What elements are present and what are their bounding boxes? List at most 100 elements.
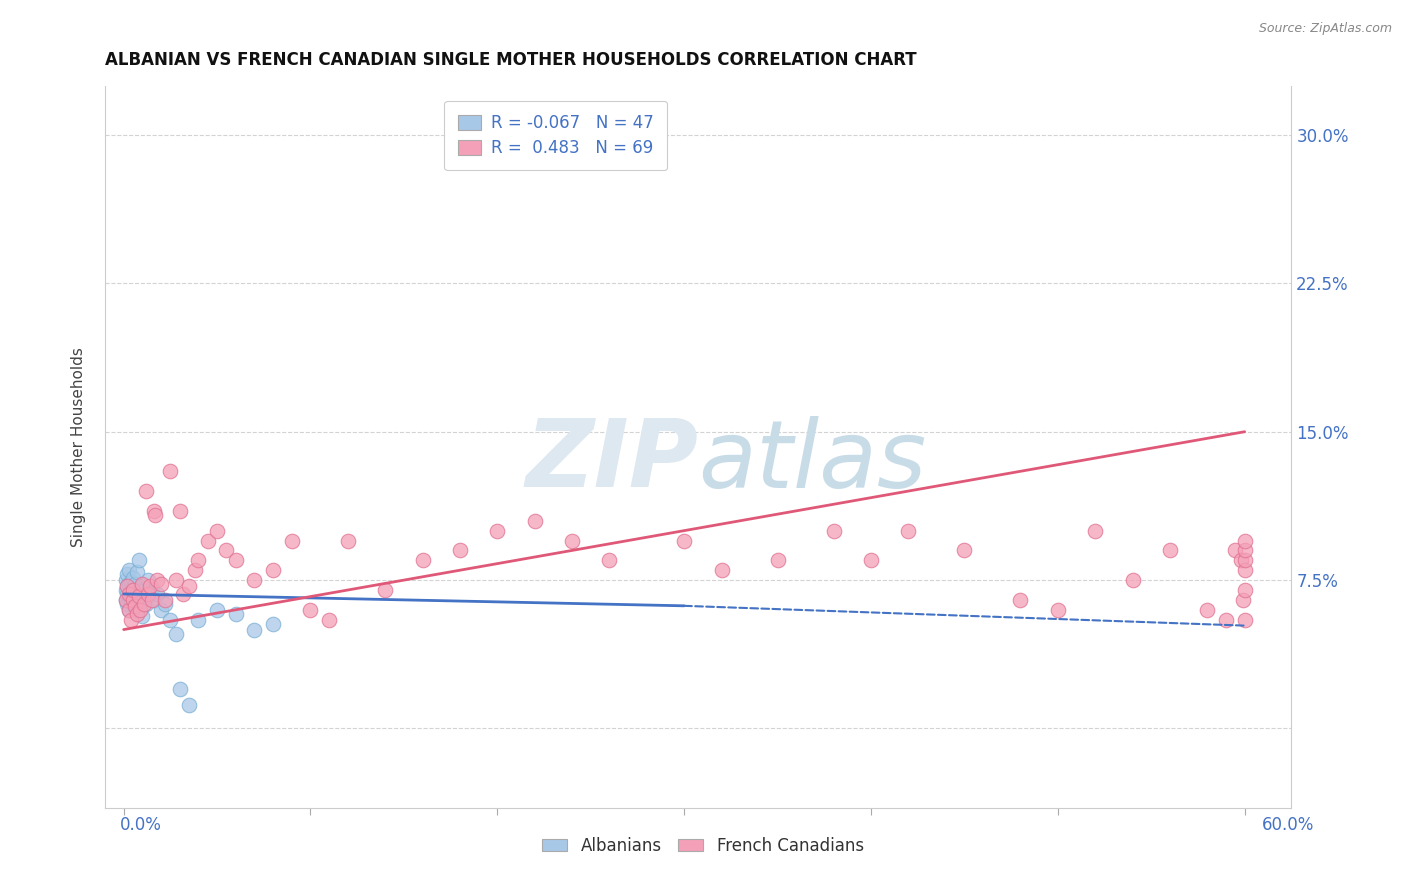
Point — [1046, 603, 1069, 617]
Point — [141, 581, 163, 595]
Point — [114, 593, 136, 607]
Point — [172, 587, 194, 601]
Point — [1197, 603, 1219, 617]
Point — [183, 563, 205, 577]
Point — [146, 587, 169, 601]
Point — [136, 587, 159, 601]
Point — [120, 613, 142, 627]
Point — [859, 553, 882, 567]
Point — [114, 582, 136, 597]
Text: atlas: atlas — [699, 416, 927, 507]
Point — [177, 698, 200, 712]
Point — [243, 573, 266, 587]
Point — [673, 533, 696, 548]
Point — [136, 573, 159, 587]
Point — [1233, 613, 1256, 627]
Point — [243, 623, 266, 637]
Point — [598, 553, 620, 567]
Point — [150, 577, 173, 591]
Point — [122, 581, 145, 595]
Point — [129, 597, 152, 611]
Point — [128, 553, 150, 567]
Point — [124, 587, 146, 601]
Text: 60.0%: 60.0% — [1263, 816, 1315, 834]
Point — [139, 587, 162, 601]
Point — [122, 589, 145, 603]
Point — [1233, 582, 1256, 597]
Y-axis label: Single Mother Households: Single Mother Households — [72, 347, 86, 547]
Point — [1233, 533, 1256, 548]
Point — [318, 613, 340, 627]
Point — [187, 613, 209, 627]
Point — [159, 613, 181, 627]
Point — [1084, 524, 1107, 538]
Point — [122, 593, 145, 607]
Point — [122, 582, 145, 597]
Point — [1159, 543, 1181, 558]
Point — [299, 603, 322, 617]
Legend: Albanians, French Canadians: Albanians, French Canadians — [536, 830, 870, 862]
Point — [165, 573, 187, 587]
Point — [117, 579, 139, 593]
Point — [129, 587, 152, 601]
Point — [120, 585, 142, 599]
Point — [177, 579, 200, 593]
Point — [128, 589, 150, 603]
Point — [129, 603, 152, 617]
Point — [281, 533, 304, 548]
Point — [118, 587, 141, 601]
Point — [1121, 573, 1143, 587]
Point — [169, 504, 191, 518]
Point — [120, 595, 142, 609]
Point — [197, 533, 219, 548]
Point — [1233, 553, 1256, 567]
Point — [225, 607, 247, 621]
Point — [561, 533, 583, 548]
Point — [120, 575, 142, 590]
Point — [215, 543, 238, 558]
Point — [1233, 563, 1256, 577]
Text: 0.0%: 0.0% — [120, 816, 162, 834]
Point — [142, 593, 165, 607]
Point — [374, 582, 396, 597]
Point — [118, 577, 141, 591]
Point — [146, 573, 169, 587]
Point — [135, 484, 157, 499]
Point — [125, 565, 148, 579]
Point — [145, 508, 167, 522]
Point — [122, 571, 145, 585]
Point — [449, 543, 471, 558]
Text: Source: ZipAtlas.com: Source: ZipAtlas.com — [1258, 22, 1392, 36]
Text: ALBANIAN VS FRENCH CANADIAN SINGLE MOTHER HOUSEHOLDS CORRELATION CHART: ALBANIAN VS FRENCH CANADIAN SINGLE MOTHE… — [105, 51, 917, 69]
Point — [523, 514, 546, 528]
Point — [205, 603, 228, 617]
Point — [117, 567, 139, 582]
Point — [823, 524, 845, 538]
Text: ZIP: ZIP — [526, 415, 699, 507]
Point — [114, 573, 136, 587]
Point — [118, 591, 141, 605]
Point — [710, 563, 733, 577]
Point — [153, 593, 176, 607]
Point — [125, 593, 148, 607]
Point — [1233, 543, 1256, 558]
Point — [225, 553, 247, 567]
Point — [953, 543, 976, 558]
Point — [486, 524, 509, 538]
Point — [124, 577, 146, 591]
Point — [117, 597, 139, 611]
Point — [118, 563, 141, 577]
Point — [135, 597, 157, 611]
Point — [124, 599, 146, 613]
Point — [262, 563, 284, 577]
Point — [1230, 553, 1253, 567]
Point — [1225, 543, 1247, 558]
Point — [1010, 593, 1032, 607]
Point — [165, 626, 187, 640]
Point — [141, 593, 163, 607]
Point — [1232, 593, 1254, 607]
Point — [134, 597, 156, 611]
Point — [118, 603, 141, 617]
Point — [142, 504, 165, 518]
Point — [336, 533, 359, 548]
